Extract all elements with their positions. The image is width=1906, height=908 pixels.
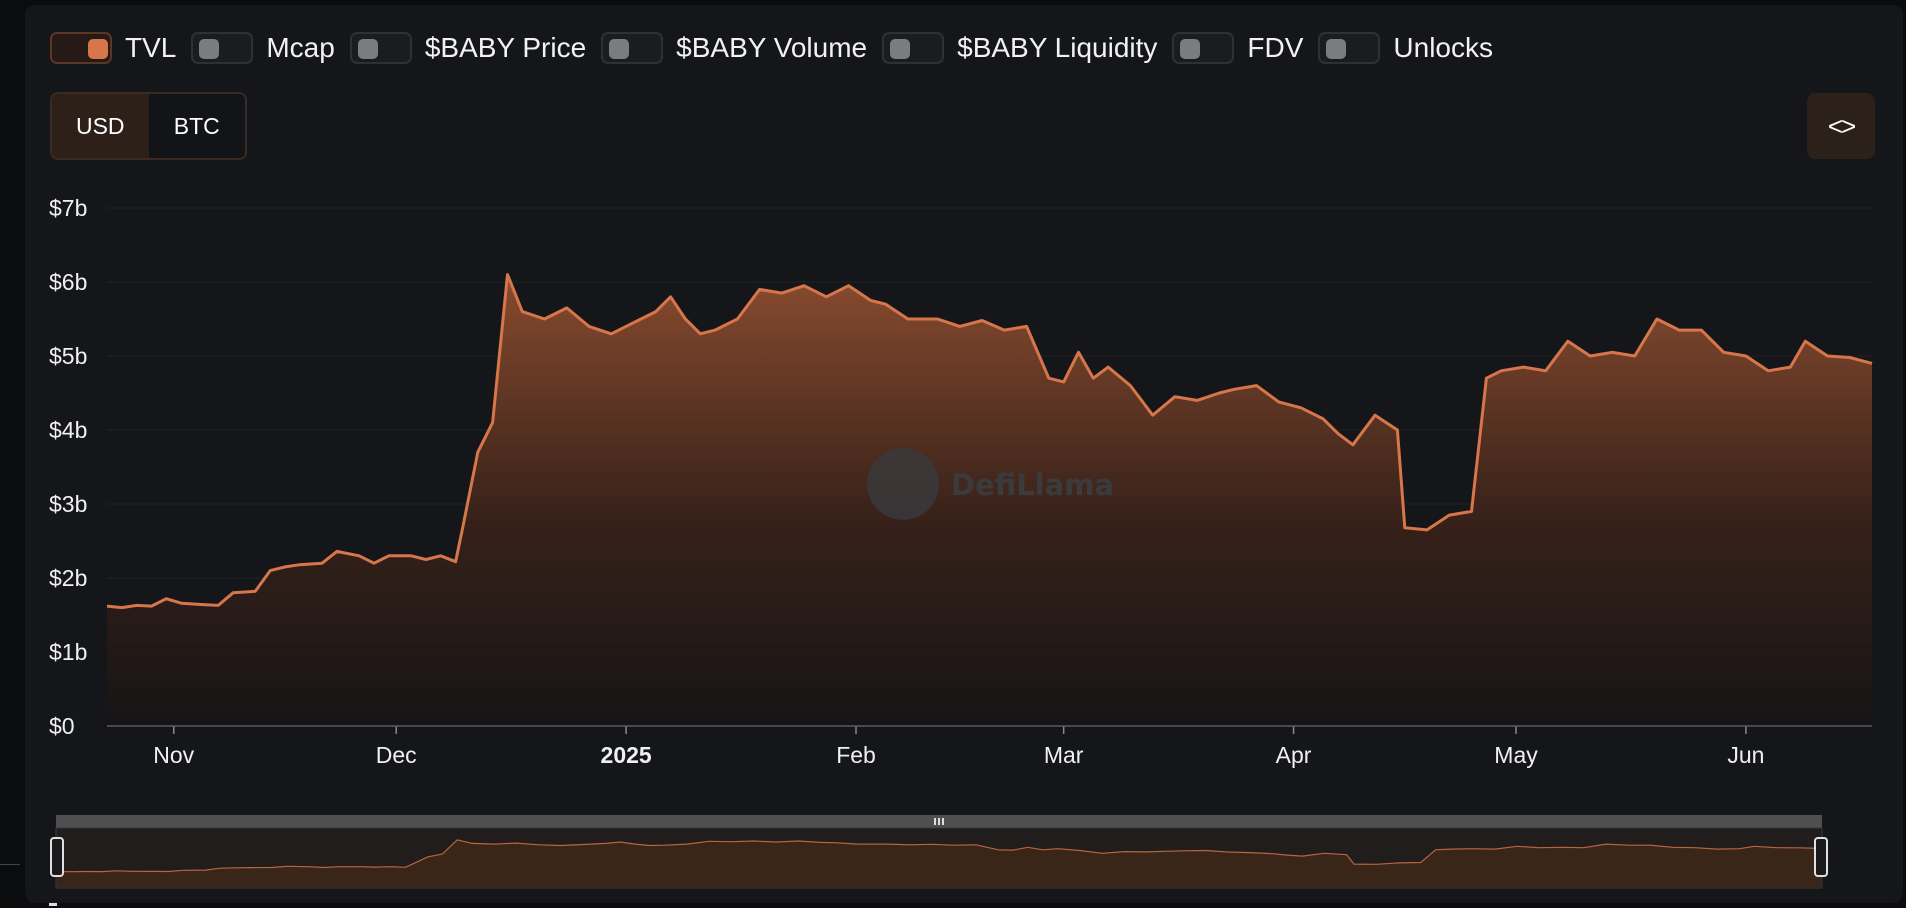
toggle-knob — [1326, 39, 1347, 59]
tvl-line — [106, 273, 1873, 610]
metric-toggles: TVL Mcap $BABY Price $BABY Volume $BABY Liqu… — [50, 28, 1508, 68]
toggle-label: $BABY Price — [424, 32, 587, 63]
defillama-watermark: DefiLlama — [867, 448, 1114, 520]
y-tick-label: $4b — [49, 417, 87, 443]
currency-switch: USD BTC — [50, 92, 247, 160]
x-tick-label: Mar — [1044, 742, 1084, 768]
slider-right-handle[interactable] — [1814, 837, 1828, 877]
divider — [0, 864, 20, 865]
slider-grip-icon — [934, 818, 944, 825]
x-tick-label: Nov — [153, 742, 194, 768]
y-tick-label: $0 — [49, 713, 75, 739]
toggle-knob — [890, 39, 911, 59]
toggle-label: Unlocks — [1393, 32, 1493, 63]
toggle-mcap[interactable]: Mcap — [191, 32, 335, 64]
watermark-text: DefiLlama — [951, 468, 1114, 502]
x-tick-label: Dec — [376, 742, 417, 768]
toggle-knob — [357, 39, 378, 59]
toggle-switch[interactable] — [1172, 32, 1235, 64]
toggle-switch[interactable] — [191, 32, 254, 64]
toggle-label: $BABY Liquidity — [957, 32, 1158, 63]
y-tick-label: $3b — [49, 491, 87, 517]
slider-mini-line — [56, 839, 1822, 873]
x-tick-label: Feb — [836, 742, 876, 768]
llama-logo-icon — [867, 448, 939, 520]
x-tick-label: 2025 — [601, 742, 652, 768]
toggle-tvl[interactable]: TVL — [50, 32, 176, 64]
toggle-switch[interactable] — [882, 32, 945, 64]
y-tick-label: $2b — [49, 565, 87, 591]
toggle-switch[interactable] — [50, 32, 112, 64]
usd-button[interactable]: USD — [52, 94, 149, 158]
toggle-label: $BABY Volume — [676, 32, 868, 63]
toggle-baby-volume[interactable]: $BABY Volume — [601, 32, 867, 64]
toggle-label: FDV — [1247, 32, 1304, 63]
toggle-label: Mcap — [266, 32, 335, 63]
slider-left-handle[interactable] — [50, 837, 64, 877]
toggle-baby-liquidity[interactable]: $BABY Liquidity — [882, 32, 1157, 64]
toggle-knob — [609, 39, 630, 59]
toggle-switch[interactable] — [601, 32, 664, 64]
y-tick-label: $6b — [49, 269, 87, 295]
toggle-fdv[interactable]: FDV — [1172, 32, 1303, 64]
toggle-knob — [88, 39, 108, 59]
toggle-knob — [199, 39, 220, 59]
toggle-label: TVL — [125, 32, 177, 63]
x-tick-label: Jun — [1727, 742, 1764, 768]
embed-code-button[interactable]: <> — [1807, 93, 1875, 159]
y-tick-label: $5b — [49, 343, 87, 369]
toggle-switch[interactable] — [1318, 32, 1381, 64]
corner-mark — [49, 903, 57, 906]
y-tick-label: $7b — [49, 195, 87, 221]
btc-button[interactable]: BTC — [148, 94, 245, 158]
x-tick-label: Apr — [1276, 742, 1312, 768]
code-brackets-icon: <> — [1827, 110, 1856, 141]
x-tick-label: May — [1494, 742, 1538, 768]
toggle-switch[interactable] — [349, 32, 412, 64]
range-slider[interactable] — [50, 815, 1828, 889]
y-tick-label: $1b — [49, 639, 87, 665]
toggle-knob — [1180, 39, 1201, 59]
toggle-baby-price[interactable]: $BABY Price — [349, 32, 587, 64]
tvl-area — [107, 274, 1872, 726]
slider-mini-area — [57, 839, 1821, 887]
toggle-unlocks[interactable]: Unlocks — [1318, 32, 1493, 64]
